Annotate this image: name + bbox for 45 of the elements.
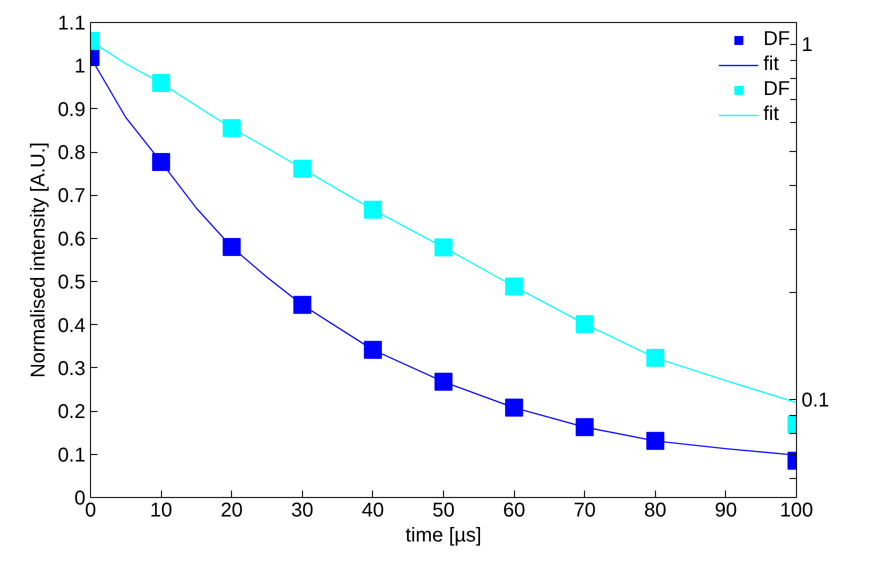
y-tick-label: 0.4 bbox=[58, 314, 86, 337]
x-tick-label: 20 bbox=[220, 500, 243, 522]
point bbox=[646, 348, 664, 367]
point bbox=[505, 277, 524, 296]
x-tick-label: 40 bbox=[362, 500, 384, 522]
point bbox=[505, 398, 524, 417]
y-tick-label: 0.8 bbox=[58, 142, 86, 164]
y-axis-title: Normalised intensity [A.U.] bbox=[28, 142, 50, 378]
legend-label: DF bbox=[763, 78, 790, 101]
y-tick-label: 1 bbox=[74, 56, 86, 78]
legend-label: fit bbox=[763, 103, 780, 126]
point bbox=[576, 418, 594, 436]
y2-tick-label: 0.1 bbox=[802, 390, 830, 412]
y-tick-label: 0.3 bbox=[58, 358, 86, 380]
y-tick-label: 0.2 bbox=[58, 401, 86, 424]
point bbox=[222, 238, 241, 256]
x-tick-label: 70 bbox=[574, 500, 596, 522]
y-tick-label: 0.6 bbox=[58, 228, 86, 250]
point bbox=[364, 200, 382, 219]
y-tick-label: 0.7 bbox=[58, 185, 86, 208]
y2-tick-label: 1 bbox=[802, 34, 813, 56]
y-tick-label: 0.5 bbox=[58, 272, 86, 294]
point bbox=[293, 296, 312, 314]
point bbox=[293, 160, 312, 178]
x-tick-label: 30 bbox=[291, 500, 314, 522]
point bbox=[152, 152, 170, 171]
y-tick-label: 1.1 bbox=[58, 12, 86, 34]
x-tick-label: 100 bbox=[780, 500, 814, 522]
point bbox=[646, 432, 664, 450]
legend-label: DF bbox=[763, 28, 790, 51]
point bbox=[152, 74, 170, 92]
x-tick-label: 10 bbox=[150, 500, 172, 522]
point bbox=[434, 238, 452, 256]
point bbox=[434, 372, 452, 391]
point bbox=[576, 315, 594, 334]
point bbox=[364, 340, 382, 359]
y-tick-label: 0.9 bbox=[58, 98, 86, 121]
x-tick-label: 90 bbox=[714, 500, 738, 522]
point bbox=[222, 119, 241, 138]
x-tick-label: 50 bbox=[432, 500, 455, 522]
x-tick-label: 60 bbox=[502, 500, 526, 522]
y-tick-label: 0.1 bbox=[58, 444, 86, 466]
x-tick-label: 80 bbox=[644, 500, 666, 522]
x-axis-title: time [µs] bbox=[406, 524, 482, 546]
legend-label: fit bbox=[763, 53, 780, 76]
